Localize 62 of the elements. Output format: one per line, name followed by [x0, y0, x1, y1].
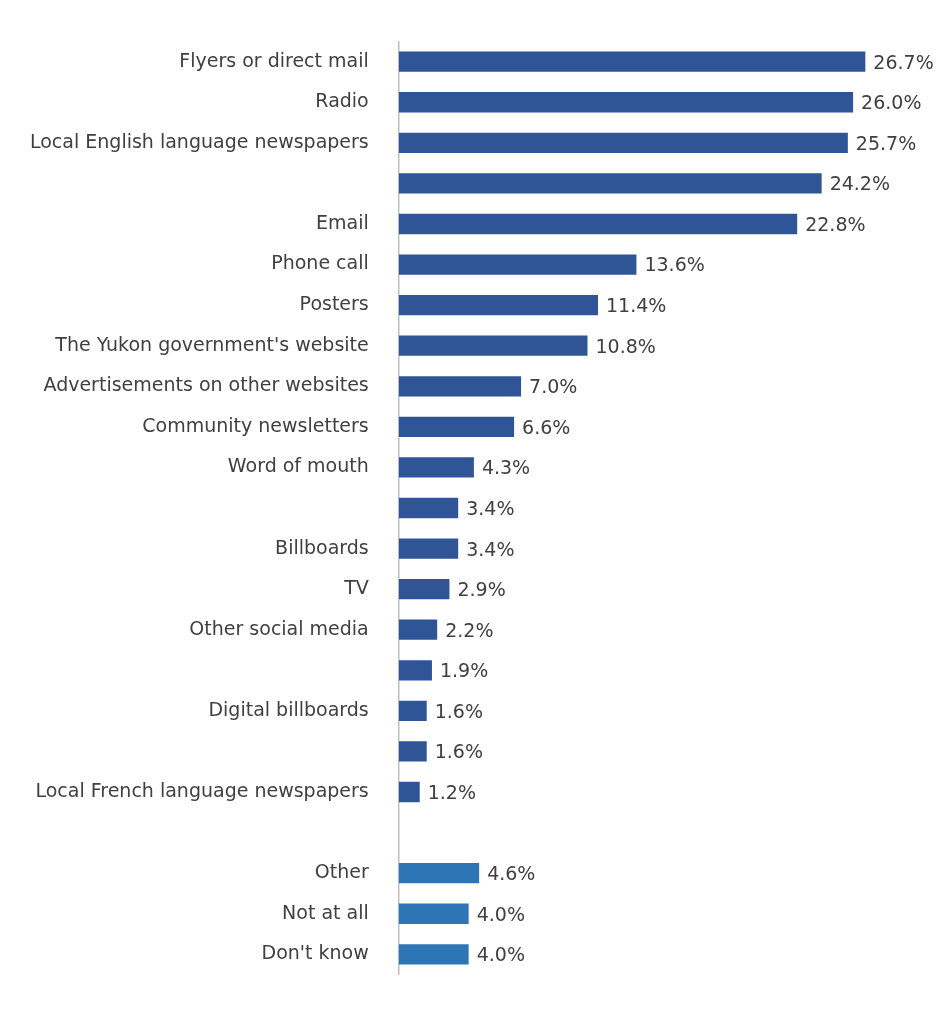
bar	[398, 497, 459, 519]
data-label: 3.4%	[466, 537, 515, 560]
y-tick-label: Local English language newspapers	[30, 129, 369, 152]
bar	[398, 944, 469, 965]
y-tick-label: Billboards	[275, 535, 369, 558]
bar	[398, 619, 438, 640]
data-label: 1.2%	[427, 780, 477, 803]
bar	[398, 376, 522, 397]
data-label: 25.7%	[855, 131, 917, 154]
y-tick-label: Community newsletters	[142, 413, 369, 436]
y-tick-label: Other	[314, 860, 369, 883]
data-label: 22.8%	[805, 212, 866, 235]
data-label: 26.7%	[873, 50, 934, 73]
data-label: 26.0%	[861, 91, 922, 114]
data-label: 1.6%	[434, 740, 483, 763]
y-tick-label: Posters	[299, 292, 369, 315]
bar	[398, 416, 515, 437]
y-tick-label: Other social media	[189, 616, 369, 639]
y-tick-label: The Yukon government's website	[54, 332, 369, 355]
bar	[398, 700, 427, 722]
bar	[398, 741, 427, 762]
y-tick-label: TV	[343, 576, 369, 599]
bar	[398, 132, 848, 153]
data-label: 1.6%	[434, 699, 483, 722]
bar	[398, 538, 459, 559]
bar	[398, 213, 798, 235]
y-tick-label: Radio	[315, 89, 369, 112]
data-label: 10.8%	[595, 334, 656, 357]
bar	[398, 51, 866, 72]
y-tick-label: Flyers or direct mail	[179, 48, 369, 71]
data-label: 3.4%	[466, 496, 515, 519]
y-tick-label: Local French language newspapers	[35, 778, 369, 801]
bar	[398, 579, 450, 600]
data-label: 1.9%	[439, 659, 489, 682]
bar	[398, 294, 598, 316]
y-tick-label: Digital billboards	[208, 697, 369, 720]
bar	[398, 457, 474, 478]
bar	[398, 92, 854, 113]
data-label: 4.6%	[487, 862, 536, 885]
bar	[398, 254, 637, 275]
data-label: 11.4%	[605, 294, 667, 317]
data-label: 2.2%	[445, 618, 494, 641]
bar	[398, 660, 432, 681]
bar	[398, 173, 822, 194]
data-label: 13.6%	[644, 253, 705, 276]
data-label: 4.3%	[481, 456, 531, 479]
y-tick-label: Advertisements on other websites	[43, 373, 369, 396]
data-label: 7.0%	[529, 375, 578, 398]
data-label: 24.2%	[829, 172, 891, 195]
data-label: 4.0%	[476, 943, 525, 966]
y-tick-label: Not at all	[282, 900, 369, 923]
y-tick-label: Phone call	[271, 251, 369, 274]
data-label: 4.0%	[476, 902, 525, 925]
bar	[398, 335, 588, 356]
y-tick-label: Don't know	[261, 941, 369, 964]
y-tick-label: Word of mouth	[227, 454, 369, 477]
bar	[398, 903, 469, 924]
data-label: 2.9%	[457, 578, 506, 601]
data-label: 6.6%	[522, 415, 571, 438]
y-tick-label: Email	[316, 210, 369, 233]
bar	[398, 781, 420, 803]
bar	[398, 863, 480, 884]
